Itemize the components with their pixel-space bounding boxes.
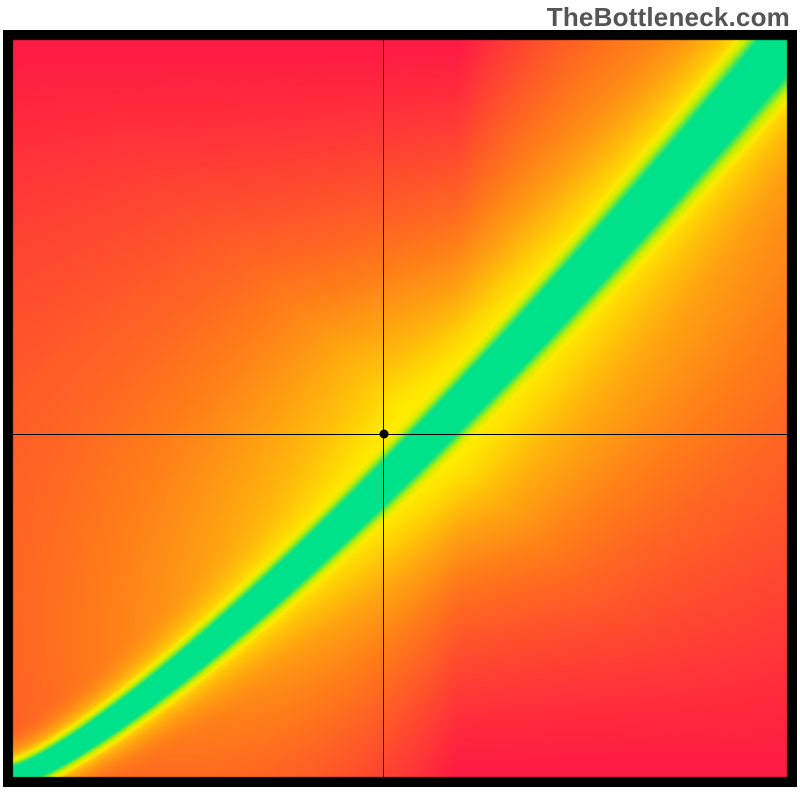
crosshair-dot <box>379 430 388 439</box>
watermark-text: TheBottleneck.com <box>547 2 790 33</box>
bottleneck-chart: TheBottleneck.com <box>0 0 800 800</box>
plot-area <box>3 30 797 787</box>
crosshair-horizontal <box>13 434 787 435</box>
crosshair-vertical <box>383 40 384 777</box>
heatmap-canvas <box>3 30 797 787</box>
